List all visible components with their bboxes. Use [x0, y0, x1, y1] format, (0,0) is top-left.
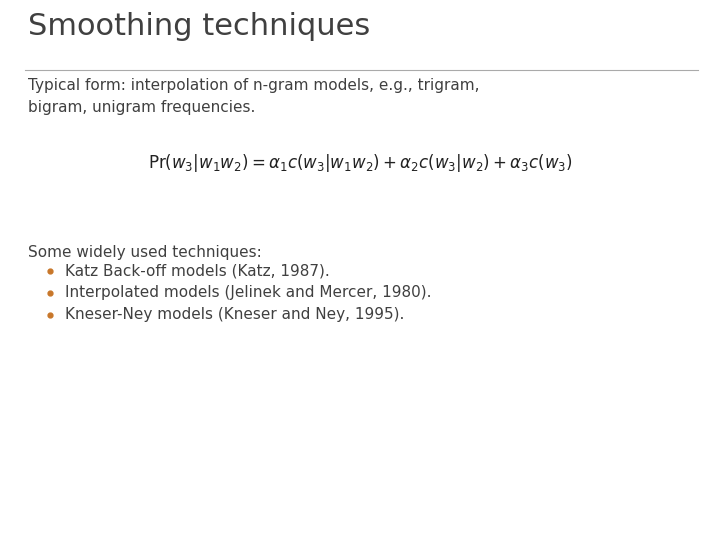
Text: Interpolated models (Jelinek and Mercer, 1980).: Interpolated models (Jelinek and Mercer,…: [65, 286, 431, 300]
Text: Smoothing techniques: Smoothing techniques: [28, 12, 370, 41]
Text: $\mathrm{Pr}(w_3|w_1w_2) = \alpha_1 c(w_3|w_1w_2) + \alpha_2 c(w_3|w_2) + \alpha: $\mathrm{Pr}(w_3|w_1w_2) = \alpha_1 c(w_…: [148, 152, 572, 174]
Text: 10/27/2020: 10/27/2020: [29, 516, 88, 525]
Text: Typical form: interpolation of n-gram models, e.g., trigram,
bigram, unigram fre: Typical form: interpolation of n-gram mo…: [28, 78, 480, 114]
Text: 69: 69: [680, 516, 691, 525]
Text: Some widely used techniques:: Some widely used techniques:: [28, 245, 262, 260]
Text: Katz Back-off models (Katz, 1987).: Katz Back-off models (Katz, 1987).: [65, 264, 330, 279]
Text: Kneser-Ney models (Kneser and Ney, 1995).: Kneser-Ney models (Kneser and Ney, 1995)…: [65, 307, 405, 322]
Text: HUMAN COMPUTER INTERACTION: HUMAN COMPUTER INTERACTION: [284, 516, 436, 525]
